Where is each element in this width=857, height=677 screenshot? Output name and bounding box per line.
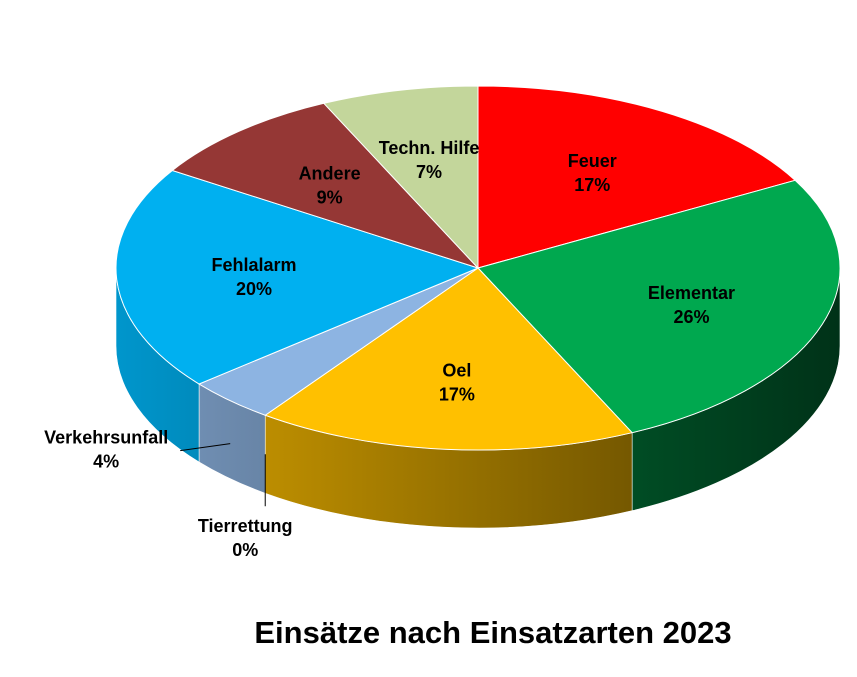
pie-slice-techn-hilfe (322, 85, 479, 270)
pie-slice-fehlalarm (115, 169, 480, 385)
pie-slice-andere (171, 102, 480, 270)
pie-side-walls (115, 267, 841, 529)
data-label-verkehrsunfall: Verkehrsunfall 4% (44, 428, 168, 472)
pie-slice-elementar (477, 179, 841, 434)
pie-slice-feuer (477, 85, 797, 269)
data-label-elementar: Elementar 26% (648, 283, 735, 327)
data-label-techn-hilfe: Techn. Hilfe 7% (379, 138, 480, 182)
data-label-fehlalarm: Fehlalarm 20% (211, 255, 296, 299)
data-label-feuer: Feuer 17% (568, 151, 617, 195)
pie-slices (115, 85, 841, 451)
pie-slice-oel (264, 267, 634, 451)
data-label-andere: Andere 9% (299, 163, 361, 207)
data-label-tierrettung: Tierrettung 0% (198, 516, 293, 560)
leader-lines (180, 443, 266, 507)
data-label-oel: Oel 17% (439, 360, 475, 404)
chart-title: Einsätze nach Einsatzarten 2023 (254, 615, 731, 650)
leader-line-verkehrsunfall (180, 443, 231, 452)
data-labels: Feuer 17% Elementar 26% Oel 17% Tierrettung 0% V… (44, 138, 735, 560)
